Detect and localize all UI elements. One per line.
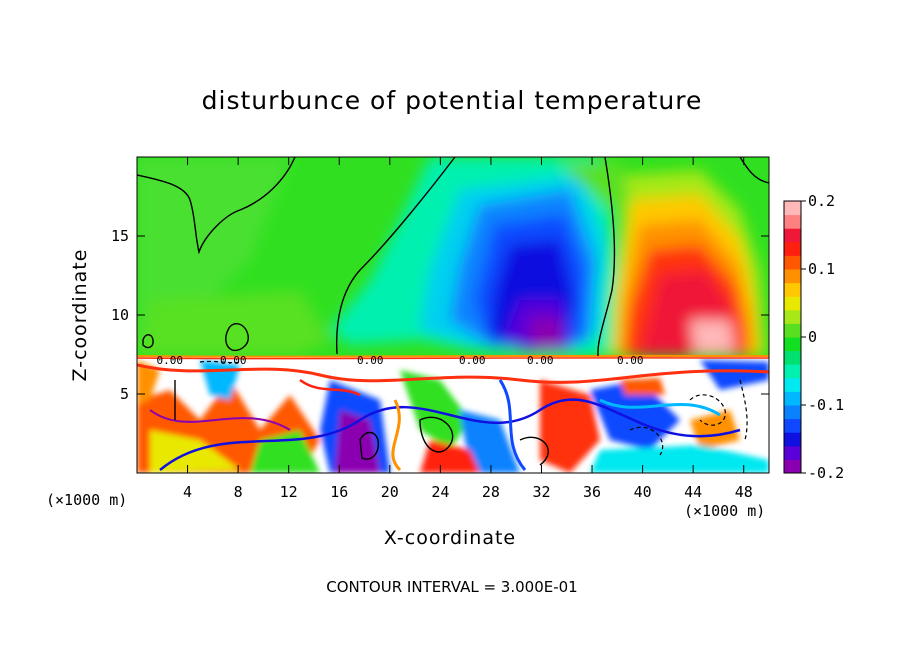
contour-label: 0.00	[357, 354, 384, 367]
x-axis-ticks: 4 8 12 16 20 24 28 32 36 40 44 48	[183, 157, 753, 501]
x-tick-label: 12	[280, 483, 298, 501]
contour-interval: CONTOUR INTERVAL = 3.000E-01	[326, 578, 578, 596]
colorbar-swatch	[784, 418, 801, 433]
contour-label: 0.00	[459, 354, 486, 367]
colorbar-swatch	[784, 337, 801, 352]
colorbar-swatch	[784, 228, 801, 243]
x-tick-label: 4	[183, 483, 192, 501]
colorbar-swatch	[784, 296, 801, 311]
colorbar-swatch	[784, 445, 801, 460]
colorbar-swatch	[784, 323, 801, 338]
y-tick-label: 15	[111, 227, 129, 245]
x-tick-label: 32	[532, 483, 550, 501]
colorbar-tick-label: -0.2	[808, 464, 844, 482]
x-tick-label: 44	[684, 483, 702, 501]
colorbar-swatch	[784, 255, 801, 270]
x-unit-label-left: (×1000 m)	[46, 491, 128, 509]
colorbar-ticks: 0.2 0.1 0 -0.1 -0.2	[801, 192, 844, 482]
contour-label: 0.00	[617, 354, 644, 367]
x-tick-label: 48	[735, 483, 753, 501]
contour-label: 0.00	[157, 354, 184, 367]
y-tick-label: 10	[111, 306, 129, 324]
x-tick-label: 28	[482, 483, 500, 501]
colorbar-swatch	[784, 201, 801, 216]
colorbar-swatch	[784, 391, 801, 406]
y-axis-label: Z-coordinate	[69, 248, 91, 382]
colorbar-swatch	[784, 282, 801, 297]
colorbar-swatch	[784, 241, 801, 256]
x-tick-label: 24	[431, 483, 449, 501]
colorbar-tick-label: 0.1	[808, 260, 835, 278]
y-tick-label: 5	[120, 385, 129, 403]
x-unit-label-right: (×1000 m)	[684, 502, 766, 520]
colorbar-swatch	[784, 432, 801, 447]
colorbar-swatch	[784, 269, 801, 284]
x-tick-label: 16	[330, 483, 348, 501]
colorbar-swatch	[784, 214, 801, 229]
colorbar-tick-label: 0	[808, 328, 817, 346]
x-tick-label: 36	[583, 483, 601, 501]
colorbar-swatch	[784, 405, 801, 420]
colorbar-swatch	[784, 364, 801, 379]
colorbar-tick-label: 0.2	[808, 192, 835, 210]
lower-turbulent-layer	[137, 357, 769, 473]
contour-label: 0.00	[220, 354, 247, 367]
x-tick-label: 40	[634, 483, 652, 501]
x-axis-label: X-coordinate	[383, 527, 517, 549]
heatmap-field	[137, 157, 769, 473]
x-tick-label: 20	[381, 483, 399, 501]
y-axis-ticks: 5 10 15	[111, 227, 769, 403]
colorbar-swatch	[784, 377, 801, 392]
colorbar-tick-label: -0.1	[808, 396, 844, 414]
negative-contours	[199, 360, 748, 456]
upper-field-blobs	[137, 157, 765, 356]
colorbar	[783, 200, 802, 474]
x-tick-label: 8	[234, 483, 243, 501]
contour-label-group: 0.00 0.00 0.00 0.00 0.00 0.00	[157, 354, 644, 367]
colorbar-swatch	[784, 459, 801, 474]
colorbar-swatch	[784, 309, 801, 324]
contour-label: 0.00	[527, 354, 554, 367]
zero-contours	[137, 157, 769, 466]
colorbar-swatch	[784, 350, 801, 365]
chart-title: disturbunce of potential temperature	[201, 86, 703, 115]
